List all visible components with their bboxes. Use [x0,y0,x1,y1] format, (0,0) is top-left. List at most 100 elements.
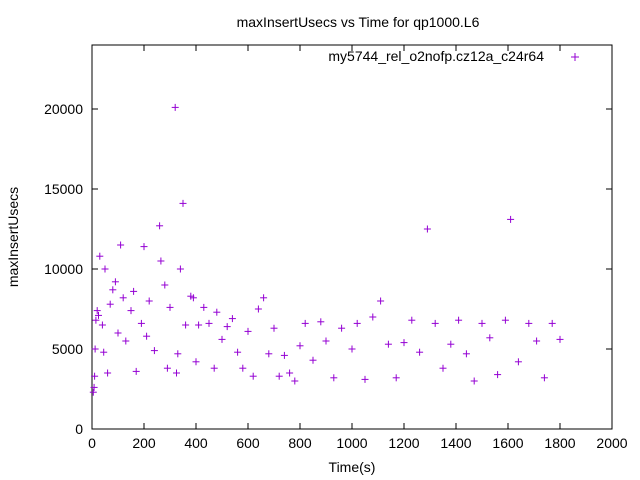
data-point [423,225,431,233]
data-point [106,300,114,308]
data-point [408,316,416,324]
data-point [104,369,112,377]
data-point [470,377,478,385]
data-point [101,265,109,273]
y-tick-label: 0 [75,421,83,437]
data-point [174,350,182,358]
data-point [205,319,213,327]
data-point [301,319,309,327]
data-point [90,383,98,391]
data-point [540,374,548,382]
data-point [228,315,236,323]
data-point [130,287,138,295]
data-point [182,321,190,329]
data-point [244,327,252,335]
data-point [96,252,104,260]
data-point [330,374,338,382]
legend-label: my5744_rel_o2nofp.cz12a_c24r64 [328,48,544,64]
x-tick-label: 400 [184,435,208,451]
legend-plus-marker [571,53,579,61]
data-point [137,319,145,327]
x-tick-label: 600 [236,435,260,451]
data-point [377,297,385,305]
data-point [361,375,369,383]
data-point [132,367,140,375]
data-point [119,294,127,302]
legend: my5744_rel_o2nofp.cz12a_c24r64 [328,48,579,64]
data-point [171,103,179,111]
x-axis-label: Time(s) [329,459,376,475]
data-point [234,348,242,356]
data-point [296,342,304,350]
data-point [322,337,330,345]
data-point [317,318,325,326]
plot-frame [91,44,613,430]
data-point [416,348,424,356]
data-point [309,356,317,364]
data-points [89,103,564,396]
data-point [533,337,541,345]
data-point [400,339,408,347]
data-point [353,319,361,327]
data-point [166,303,174,311]
data-point [89,388,97,396]
x-tick-label: 1000 [336,435,367,451]
data-point [447,340,455,348]
data-point [507,215,515,223]
data-point [91,372,99,380]
data-point [392,374,400,382]
data-point [98,321,106,329]
data-point [501,316,509,324]
data-point [127,307,135,315]
data-point [200,303,208,311]
data-point [455,316,463,324]
data-point [161,281,169,289]
y-tick-label: 20000 [44,101,83,117]
data-point [338,324,346,332]
y-tick-label: 10000 [44,261,83,277]
y-tick-label: 5000 [52,341,83,357]
data-point [95,311,102,319]
data-point [213,308,221,316]
y-axis-label: maxInsertUsecs [5,187,21,287]
data-point [140,243,148,251]
data-point [254,305,262,313]
data-point [173,369,180,377]
data-point [156,222,164,230]
data-point [249,372,257,380]
data-point [369,313,377,321]
data-point [439,364,447,372]
data-point [109,286,117,294]
data-point [210,364,218,372]
data-point [150,347,158,355]
data-point [192,358,200,366]
data-point [514,358,522,366]
data-point [286,369,294,377]
data-point [486,334,494,342]
x-tick-label: 2000 [596,435,627,451]
data-point [556,335,564,343]
y-tick-label: 15000 [44,181,83,197]
data-point [114,329,122,337]
y-axis: 0 5000 10000 15000 20000 [44,101,612,437]
data-point [525,319,533,327]
data-point [218,335,226,343]
data-point [93,307,101,315]
data-point [348,345,356,353]
data-point [100,348,108,356]
data-point [143,332,151,340]
data-point [494,371,502,379]
data-point [431,319,439,327]
data-point [163,364,171,372]
data-point [91,345,99,353]
data-point [275,372,283,380]
data-point [92,316,100,324]
x-tick-label: 200 [132,435,156,451]
data-point [195,321,203,329]
data-point [145,297,153,305]
plot-border [91,44,613,430]
data-point [548,319,556,327]
data-point [223,323,231,331]
data-point [265,350,273,358]
